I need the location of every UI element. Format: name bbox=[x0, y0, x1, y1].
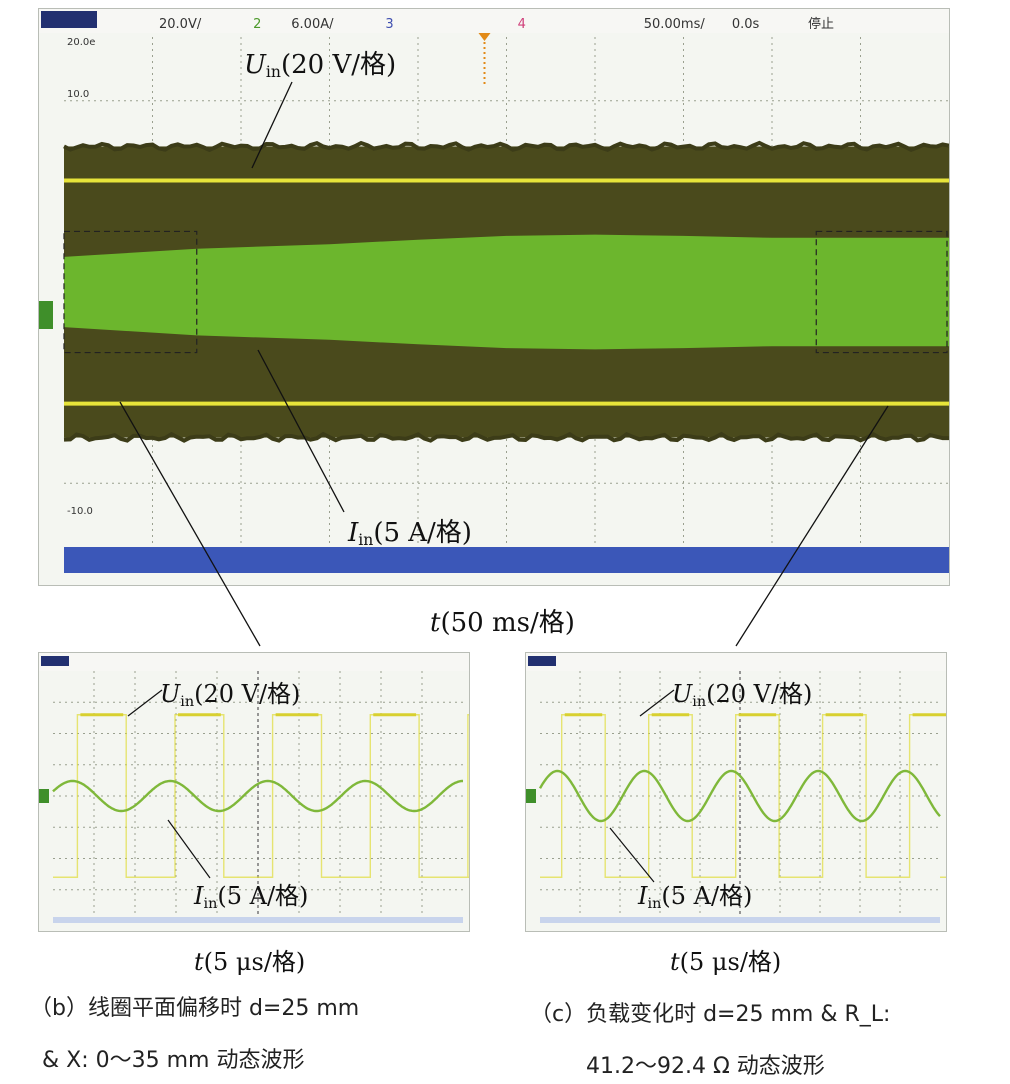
a-band-top-noise bbox=[63, 140, 949, 153]
b-channel-bar bbox=[53, 917, 463, 923]
b-voltage-label: Uin(20 V/格) bbox=[160, 680, 301, 710]
scope-main-plot bbox=[63, 33, 949, 573]
c-voltage-label: Uin(20 V/格) bbox=[672, 680, 813, 710]
scope-c-plot bbox=[526, 671, 946, 923]
a-current-envelope bbox=[64, 234, 949, 350]
b-x-label: t(5 μs/格) bbox=[194, 948, 306, 976]
run-status: 停止 bbox=[807, 17, 834, 32]
b-current-label: Iin(5 A/格) bbox=[194, 882, 309, 912]
a-channel-bar bbox=[64, 547, 949, 573]
a-zoom-box-right bbox=[815, 230, 948, 354]
c-caption-line1: （c）负载变化时 d=25 mm & R_L: bbox=[530, 1002, 891, 1027]
b-caption-line1: （b）线圈平面偏移时 d=25 mm bbox=[30, 996, 360, 1021]
scope-b-channel-badge bbox=[41, 656, 69, 666]
y-readout-top: 20.0e bbox=[67, 37, 96, 48]
scope-main-channel-badge bbox=[41, 11, 97, 28]
y-readout-bottom: -10.0 bbox=[67, 506, 93, 517]
c-current-label: Iin(5 A/格) bbox=[638, 882, 753, 912]
b-current-wave bbox=[52, 779, 463, 813]
b-ch-marker bbox=[39, 789, 49, 803]
ch2-scale: 6.00A/ bbox=[291, 17, 334, 32]
c-x-label: t(5 μs/格) bbox=[670, 948, 782, 976]
ch3-number: 3 bbox=[385, 17, 394, 32]
scope-b bbox=[38, 652, 470, 932]
scope-b-plot bbox=[39, 671, 469, 923]
b-voltage-wave bbox=[53, 714, 469, 878]
b-caption-line2: & X: 0～35 mm 动态波形 bbox=[42, 1048, 305, 1073]
ch1-scale: 20.0V/ bbox=[159, 17, 202, 32]
ch2-number: 2 bbox=[253, 17, 262, 32]
a-trigger-arrow bbox=[478, 33, 491, 41]
c-channel-bar bbox=[540, 917, 940, 923]
scope-c-channel-badge bbox=[528, 656, 556, 666]
time-scale: 50.00ms/ bbox=[643, 17, 705, 32]
main-voltage-label: Uin(20 V/格) bbox=[244, 50, 397, 81]
scope-b-header-bar bbox=[39, 653, 469, 671]
ch4-number: 4 bbox=[517, 17, 526, 32]
scope-main-header-bar bbox=[39, 9, 949, 33]
c-caption-line2: 41.2～92.4 Ω 动态波形 bbox=[586, 1054, 825, 1079]
ch2-marker bbox=[39, 301, 53, 329]
scope-main-header: 20.0V/ 2 6.00A/ 3 4 50.00ms/ 0.0s 停止 bbox=[159, 13, 834, 32]
c-current-wave bbox=[538, 769, 941, 823]
time-offset: 0.0s bbox=[731, 17, 760, 32]
main-current-label: Iin(5 A/格) bbox=[348, 518, 472, 549]
scope-c bbox=[525, 652, 947, 932]
y-readout-mid: 10.0 bbox=[67, 89, 90, 100]
main-x-label: t(50 ms/格) bbox=[430, 608, 575, 638]
c-ch-marker bbox=[526, 789, 536, 803]
scope-main: 20.0V/ 2 6.00A/ 3 4 50.00ms/ 0.0s 停止 20.… bbox=[38, 8, 950, 586]
scope-c-header-bar bbox=[526, 653, 946, 671]
a-zoom-box-left bbox=[63, 230, 198, 354]
